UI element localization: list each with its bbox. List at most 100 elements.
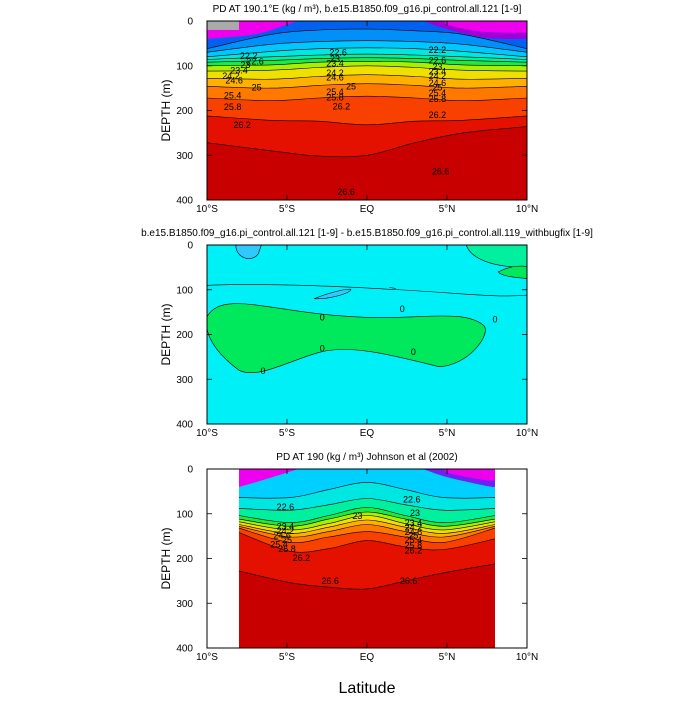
- x-tick-label: 5°N: [439, 204, 456, 215]
- contour-label: 25.4: [326, 87, 344, 97]
- contour-label: 25: [408, 531, 418, 541]
- contour-label: 24.2: [326, 68, 344, 78]
- y-tick-label: 400: [176, 196, 193, 207]
- surface-green-patch: [497, 265, 527, 279]
- contour-label: 0: [260, 366, 265, 376]
- x-axis-label: Latitude: [339, 680, 396, 697]
- contour-line-22-6: [207, 40, 527, 53]
- contour-label: 22.6: [277, 502, 295, 512]
- contour-label: 0: [400, 304, 405, 314]
- contour-label: 24.6: [429, 78, 447, 88]
- contour-label: 25.4: [405, 535, 423, 545]
- y-axis-label: DEPTH (m): [159, 304, 173, 366]
- contour-line-22-2: [207, 28, 527, 49]
- contour-label: 22.6: [429, 56, 447, 66]
- contour-label: 24.6: [273, 531, 291, 541]
- contour-label: 25.8: [224, 102, 242, 112]
- contour-label: 23.4: [230, 65, 248, 75]
- negative-region-west: [235, 245, 262, 259]
- zero-contour: [207, 284, 527, 297]
- contour-label: 24.6: [326, 73, 344, 83]
- x-tick-label: 5°S: [279, 428, 296, 439]
- panel-title: PD AT 190.1°E (kg / m³), b.e15.B1850.f09…: [213, 4, 522, 15]
- y-tick-label: 100: [176, 509, 193, 520]
- contour-line-23-8: [207, 57, 527, 63]
- contour-line-25-8: [207, 95, 527, 102]
- surface-patch-west: [239, 469, 299, 487]
- x-tick-label: 10°S: [196, 204, 218, 215]
- contour-label: 23: [240, 60, 250, 70]
- contour-label: 24.2: [222, 71, 240, 81]
- contour-label: 0: [492, 315, 497, 325]
- contour-line-25: [238, 519, 496, 534]
- contour-line-25-4: [238, 524, 496, 538]
- x-tick-label: 5°N: [439, 428, 456, 439]
- contour-label: 24.6: [225, 75, 243, 85]
- contour-label: 22.2: [429, 45, 447, 55]
- contour-label: 26.6: [321, 576, 339, 586]
- x-tick-label: 5°S: [279, 652, 296, 663]
- contour-label: 23: [352, 511, 362, 521]
- y-tick-label: 0: [187, 17, 193, 28]
- contour-line-26-2: [207, 115, 527, 126]
- contour-label: 23.4: [405, 518, 423, 528]
- panel-title: PD AT 190 (kg / m³) Johnson et al (2002): [276, 452, 457, 463]
- x-tick-label: 10°S: [196, 428, 218, 439]
- contour-label: 26.2: [429, 110, 447, 120]
- contour-label: 24.6: [405, 527, 423, 537]
- panel-title: b.e15.B1850.f09_g16.pi_control.all.121 […: [141, 228, 593, 239]
- contour-label: 25.4: [224, 91, 242, 101]
- contour-label: 25: [432, 83, 442, 93]
- fill-band: [239, 469, 495, 499]
- contour-line-26-6: [207, 126, 527, 158]
- contour-label: 24.2: [429, 71, 447, 81]
- contour-label: 26.2: [333, 101, 351, 111]
- contour-label: 24.2: [405, 522, 423, 532]
- contour-label: 25.8: [278, 544, 296, 554]
- small-contour: [389, 287, 396, 289]
- positive-region: [207, 303, 486, 374]
- y-tick-label: 200: [176, 554, 193, 565]
- contour-label: 25.8: [405, 540, 423, 550]
- contour-line-25: [207, 74, 527, 80]
- contour-line-23: [207, 47, 527, 58]
- y-tick-label: 300: [176, 151, 193, 162]
- x-tick-label: 5°S: [279, 204, 296, 215]
- x-tick-label: 5°N: [439, 652, 456, 663]
- contour-line-22-6: [238, 482, 496, 499]
- panel-1: 22.222.62323.424.224.62525.425.826.222.6…: [159, 4, 538, 215]
- x-tick-label: 10°S: [196, 652, 218, 663]
- contour-label: 24.2: [277, 526, 295, 536]
- negative-region-center: [314, 288, 352, 300]
- missing-data-patch: [207, 21, 239, 30]
- contour-line-24-6: [238, 515, 496, 531]
- contour-label: 22.2: [240, 51, 258, 61]
- contour-label: 22.6: [246, 57, 264, 67]
- contour-label: 26.2: [405, 546, 423, 556]
- y-tick-label: 300: [176, 599, 193, 610]
- y-tick-label: 100: [176, 285, 193, 296]
- contour-line-23-4: [238, 507, 496, 524]
- contour-label: 23: [330, 54, 340, 64]
- contour-label: 26.6: [432, 167, 450, 177]
- y-axis-label: DEPTH (m): [159, 528, 173, 590]
- plot-area: 22.222.62323.424.224.62525.425.826.222.6…: [207, 21, 527, 200]
- contour-line-23: [238, 498, 496, 511]
- y-tick-label: 0: [187, 241, 193, 252]
- x-tick-label: EQ: [360, 204, 375, 215]
- contour-label: 26.6: [337, 187, 355, 197]
- contour-line-26-6: [238, 563, 496, 590]
- contour-label: 25: [346, 82, 356, 92]
- contour-label: 25: [282, 535, 292, 545]
- contour-line-26-2: [238, 532, 496, 553]
- contour-label: 0: [320, 312, 325, 322]
- contour-label: 25: [252, 83, 262, 93]
- y-tick-label: 400: [176, 420, 193, 431]
- contour-label: 23: [432, 62, 442, 72]
- x-tick-label: EQ: [360, 428, 375, 439]
- surface-patch-east-core: [443, 21, 527, 33]
- contour-line-24-2: [207, 60, 527, 67]
- panel-3: 22.62323.424.224.62525.425.826.222.62323…: [159, 452, 538, 663]
